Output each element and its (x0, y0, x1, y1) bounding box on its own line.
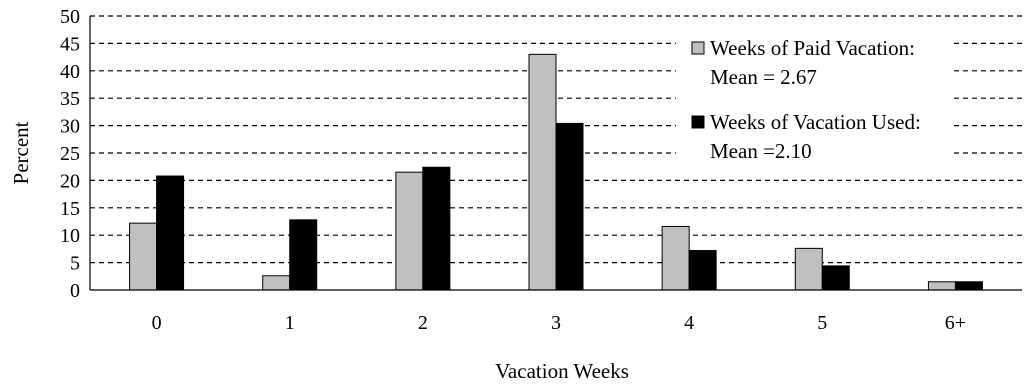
bar-used-2 (422, 166, 451, 291)
legend-swatch-paid (691, 41, 705, 55)
y-tick-labels: 0 5 10 15 20 25 30 35 40 45 50 (60, 6, 80, 302)
x-tick-label: 4 (684, 312, 694, 334)
bar-paid-2 (395, 171, 424, 291)
y-tick-label: 50 (60, 6, 80, 28)
y-tick-label: 10 (60, 225, 80, 247)
legend-label-used: Weeks of Vacation Used: (710, 110, 921, 134)
y-axis-title: Percent (9, 121, 33, 184)
x-tick-labels: 0 1 2 3 4 5 6+ (152, 312, 966, 334)
bar-paid-1 (262, 275, 291, 291)
legend-swatch-used (691, 115, 705, 129)
x-axis-title: Vacation Weeks (495, 359, 629, 383)
legend-background (676, 34, 952, 164)
y-tick-label: 30 (60, 116, 80, 138)
bar-used-3 (555, 122, 584, 291)
legend-label-paid: Weeks of Paid Vacation: (710, 36, 915, 60)
x-tick-label: 6+ (945, 312, 966, 334)
y-tick-label: 40 (60, 61, 80, 83)
bar-used-6plus (954, 281, 983, 291)
bar-paid-3 (528, 53, 557, 291)
y-tick-label: 35 (60, 88, 80, 110)
y-tick-label: 15 (60, 198, 80, 220)
bar-used-4 (688, 250, 717, 291)
legend-mean-used: Mean =2.10 (710, 139, 812, 163)
legend-mean-paid: Mean = 2.67 (710, 65, 817, 89)
bar-used-1 (289, 219, 318, 291)
legend: Weeks of Paid Vacation: Mean = 2.67 Week… (676, 34, 952, 164)
x-tick-label: 1 (285, 312, 295, 334)
bar-used-5 (821, 265, 850, 291)
y-tick-label: 0 (70, 280, 80, 302)
bar-paid-6plus (927, 281, 956, 291)
bar-used-0 (156, 175, 185, 291)
bar-paid-5 (794, 247, 823, 291)
x-tick-label: 5 (817, 312, 827, 334)
y-tick-label: 5 (70, 253, 80, 275)
x-tick-label: 2 (418, 312, 428, 334)
x-tick-label: 3 (551, 312, 561, 334)
x-tick-label: 0 (152, 312, 162, 334)
bar-paid-4 (661, 225, 690, 291)
y-tick-label: 20 (60, 170, 80, 192)
bar-paid-0 (129, 222, 158, 291)
bars (129, 53, 983, 291)
y-tick-label: 45 (60, 33, 80, 55)
y-tick-label: 25 (60, 143, 80, 165)
